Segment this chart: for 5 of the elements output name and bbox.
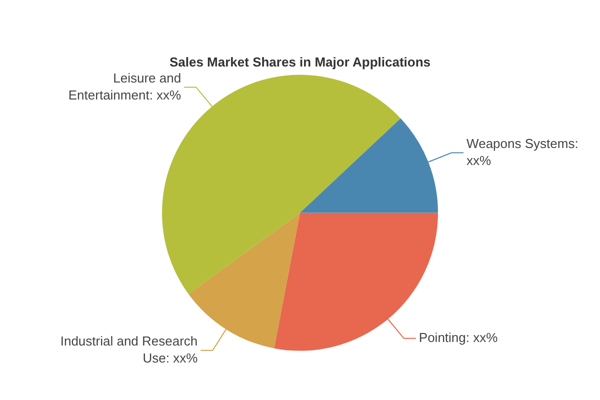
- slice-label: Weapons Systems: xx%: [466, 136, 578, 168]
- slice-label: Industrial and Research Use: xx%: [60, 334, 198, 366]
- chart-title: Sales Market Shares in Major Applications: [169, 54, 431, 70]
- slice-label: Leisure and Entertainment: xx%: [68, 70, 182, 102]
- slice-label: Pointing: xx%: [418, 330, 498, 345]
